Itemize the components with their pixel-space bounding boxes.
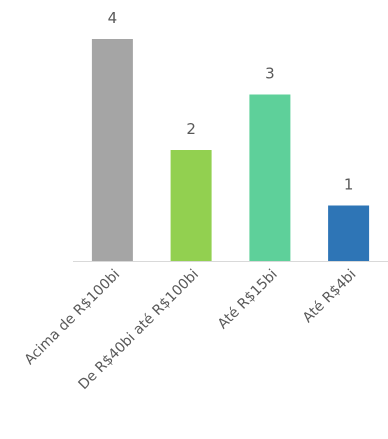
bars-group xyxy=(91,39,370,261)
category-tick-label: Até R$4bi xyxy=(300,267,360,327)
data-label: 4 xyxy=(108,9,118,27)
data-label: 1 xyxy=(344,176,354,194)
bar xyxy=(328,205,370,261)
data-label: 3 xyxy=(265,65,275,83)
bar xyxy=(170,150,212,261)
data-labels-group: 4 2 3 1 xyxy=(108,9,354,194)
category-tick-label: Até R$15bi xyxy=(215,267,281,333)
bar xyxy=(91,39,133,261)
bar xyxy=(249,94,291,261)
data-label: 2 xyxy=(186,120,196,138)
